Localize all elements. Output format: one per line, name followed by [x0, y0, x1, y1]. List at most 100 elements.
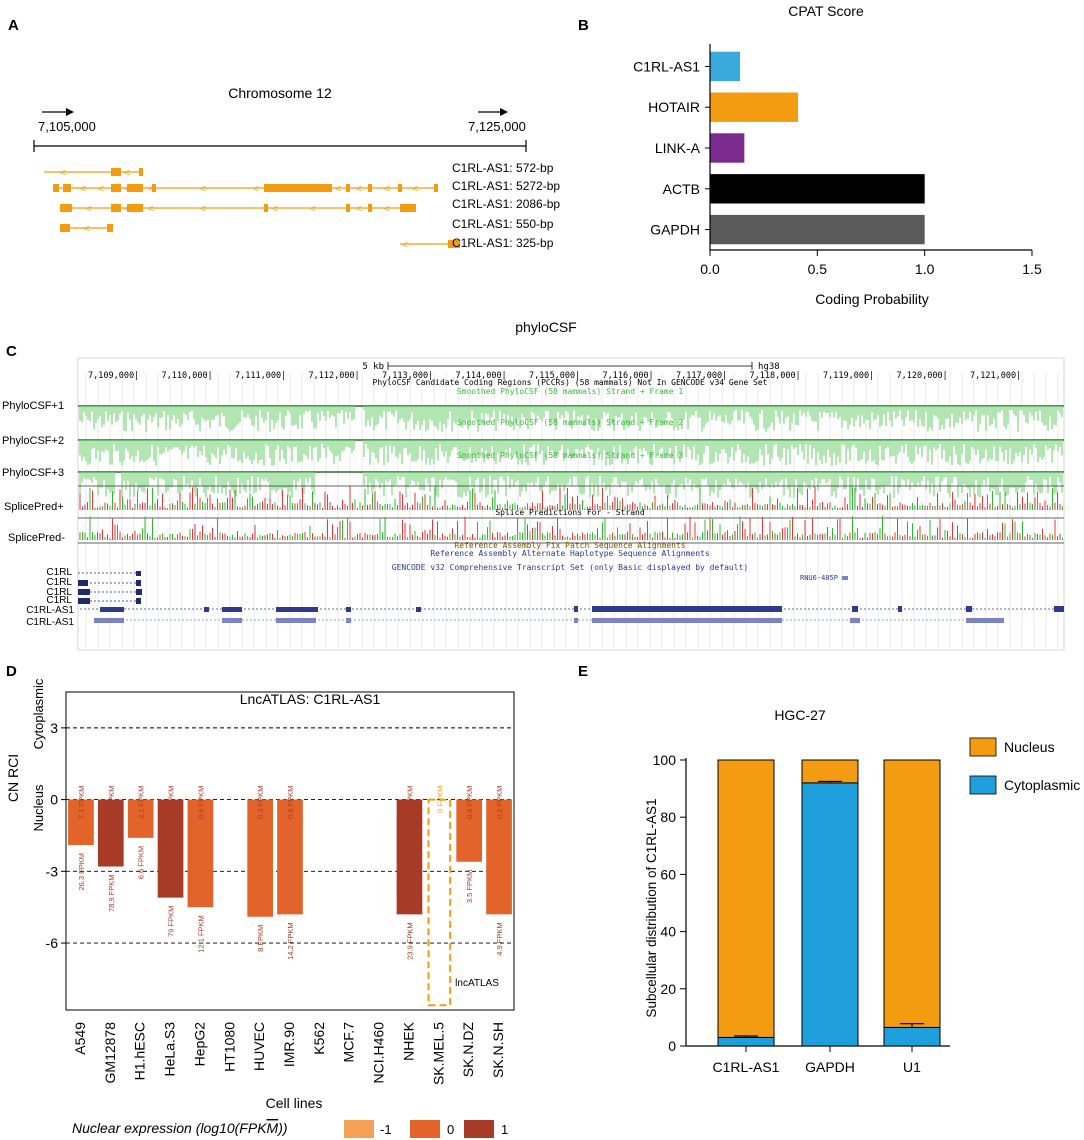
- cpat-category-label: GAPDH: [650, 222, 700, 238]
- transcript-label-3: C1RL-AS1: 2086-bp: [452, 197, 560, 211]
- transcript-572bp: < <: [44, 168, 143, 179]
- legend-label-mid: 0: [447, 1122, 454, 1137]
- splice-signal-green: [82, 516, 1063, 540]
- lncatlas-plot-frame: [65, 691, 515, 1011]
- lncatlas-category-label: MCF.7: [341, 1022, 357, 1063]
- panel-c: C phyloCSF 5 kb hg38 7,109,000| 7,110,000…: [2, 319, 1065, 651]
- lncatlas-category-label: SK.N.DZ: [460, 1022, 476, 1078]
- coordinate-label: 7,117,000|: [676, 371, 727, 381]
- svg-text:<: <: [402, 240, 408, 251]
- coordinate-label: 7,121,000|: [970, 371, 1021, 381]
- transcript-structures: < < < < < < < <: [44, 168, 460, 251]
- gene-label-c1rl-1: C1RL: [46, 567, 72, 578]
- scale-label: 5 kb: [362, 362, 384, 372]
- pccr-title: PhyloCSF Candidate Coding Regions (PCCRs…: [373, 378, 768, 387]
- transcript-325bp: <: [400, 240, 460, 251]
- cpat-bar-hotair: [710, 92, 799, 122]
- coord-start: 7,105,000: [38, 119, 96, 134]
- panel-d: D LncATLAS: C1RL-AS1 3 0 -3 -6 7.1 FPKM 26.3 …: [5, 663, 515, 1138]
- coordinate-label: 7,111,000|: [235, 371, 286, 381]
- lncatlas-chart: 3 0 -3 -6 7.1 FPKM 26.3 FPKM A549 11.5 FPKM 78.9…: [46, 691, 515, 1085]
- coordinate-label: 7,115,000|: [529, 371, 580, 381]
- lncatlas-highlight-box: [427, 798, 452, 1007]
- lncatlas-category-label: HUVEC: [251, 1022, 267, 1071]
- splice-signal-red: [79, 516, 1061, 540]
- panel-a: A Chromosome 12 7,105,000 7,125,000 < <: [8, 17, 560, 251]
- svg-text:<: <: [124, 168, 130, 179]
- lncatlas-cyto-label: 0.6 FPKM: [286, 786, 295, 819]
- hgc27-bar-nucleus: [883, 759, 941, 1028]
- phylocsf-tracks: [78, 405, 1064, 544]
- track-label-phylo1: PhyloCSF+1: [2, 400, 64, 412]
- cpat-bar-gapdh: [710, 214, 925, 245]
- lncatlas-bar-nhek: [396, 799, 423, 915]
- lncatlas-cyto-label: 0.6 FPKM: [196, 786, 205, 819]
- transcript-550bp: <: [60, 224, 113, 235]
- lncatlas-ylabel: CN RCI: [5, 754, 21, 802]
- cpat-bar-c1rl-as1: [710, 51, 741, 82]
- coordinate-label: 7,112,000|: [309, 371, 360, 381]
- legend-label-cytoplasmic: Cytoplasmic: [1004, 777, 1080, 793]
- lncatlas-cyto-label: 0.6 FPKM: [465, 786, 474, 819]
- svg-text:<: <: [86, 204, 92, 215]
- lncatlas-ytick-label: 0: [50, 792, 58, 808]
- svg-text:<: <: [253, 184, 259, 195]
- panel-c-letter: C: [6, 343, 17, 360]
- ref-title-1: Reference Assembly Fix Patch Sequence Al…: [454, 541, 685, 550]
- nucleus-side-label: Nucleus: [31, 784, 46, 831]
- lncatlas-category-label: GM12878: [102, 1022, 118, 1084]
- lncatlas-category-label: SK.MEL.5: [430, 1022, 446, 1085]
- track-labels: PhyloCSF+1 PhyloCSF+2 PhyloCSF+3 SpliceP…: [2, 400, 65, 544]
- coordinate-label: 7,109,000|: [88, 371, 139, 381]
- cpat-xtick-label: 0.0: [700, 261, 720, 277]
- svg-text:<: <: [356, 204, 362, 215]
- gene-labels: C1RL C1RL C1RL C1RL C1RL-AS1 C1RL-AS1: [26, 567, 74, 628]
- gene-models: [78, 571, 1064, 623]
- legend-swatch-mid: [410, 1120, 440, 1138]
- svg-text:<: <: [384, 204, 390, 215]
- coordinate-label: 7,116,000|: [603, 371, 654, 381]
- hgc27-category-label: GAPDH: [805, 1059, 855, 1075]
- gene-label-c1rl-as1-1: C1RL-AS1: [26, 605, 74, 616]
- expression-legend-title: Nuclear expression (log10(FPKM)): [72, 1120, 288, 1136]
- lncatlas-category-label: SK.N.SH: [490, 1022, 506, 1078]
- cpat-bar-actb: [710, 174, 925, 204]
- legend-swatch-light: [344, 1120, 374, 1138]
- panel-b: B CPAT Score C1RL-AS1 HOTAIR LINK-A ACTB GAP…: [578, 3, 1042, 307]
- hgc27-ytick-label: 100: [653, 752, 677, 768]
- svg-text:<: <: [80, 184, 86, 195]
- phylocsf-title: phyloCSF: [515, 319, 576, 335]
- transcript-5272bp: < < < < < < < < < <: [53, 184, 438, 195]
- cpat-xtick-label: 0.5: [808, 261, 828, 277]
- gene-label-c1rl-2: C1RL: [46, 577, 72, 588]
- lncatlas-bar-hepg2: [187, 799, 214, 908]
- lncatlas-category-label: HT1080: [221, 1022, 237, 1072]
- lncatlas-bar-sk.n.dz: [456, 799, 483, 862]
- hgc27-legend: Nucleus Cytoplasmic: [969, 737, 1080, 795]
- cpat-category-label: ACTB: [663, 181, 700, 197]
- track-title-frame3: Smoothed PhyloCSF (58 mammals) Strand + …: [457, 451, 684, 460]
- coordinate-label: 7,120,000|: [897, 371, 948, 381]
- svg-text:<: <: [60, 168, 66, 179]
- gene-label-c1rl-as1-2: C1RL-AS1: [26, 617, 74, 628]
- svg-text:<: <: [148, 204, 154, 215]
- svg-text:<: <: [384, 184, 390, 195]
- lncatlas-nuc-label: 12.1 FPKM: [196, 915, 205, 953]
- lncatlas-nuc-label: 14.2 FPKM: [286, 922, 295, 960]
- lncatlas-bar-hela.s3: [157, 799, 184, 898]
- hgc27-title: HGC-27: [774, 707, 826, 723]
- rnu-label: RNU6-485P: [800, 574, 838, 582]
- lncatlas-ytick-label: -3: [46, 863, 59, 879]
- svg-text:<: <: [335, 184, 341, 195]
- expression-legend: Nuclear expression (log10(FPKM)) -1 0 1: [72, 1120, 508, 1138]
- lncatlas-category-label: HepG2: [191, 1022, 207, 1067]
- svg-text:<: <: [98, 184, 104, 195]
- hgc27-chart: 0 20 40 60 80 100 C1RL-AS1 GAPDH U1: [653, 752, 950, 1075]
- lncatlas-nuc-label: 78.9 FPKM: [107, 875, 116, 913]
- scale-bar: 5 kb hg38: [362, 362, 780, 372]
- track-title-frame2: Smoothed PhyloCSF (58 mammals) Strand + …: [457, 418, 684, 427]
- chromosome-title: Chromosome 12: [228, 85, 332, 101]
- hgc27-bar-nucleus: [717, 759, 775, 1038]
- lncatlas-bar-huvec: [247, 799, 273, 917]
- hgc27-bar-cytoplasmic: [883, 1026, 941, 1047]
